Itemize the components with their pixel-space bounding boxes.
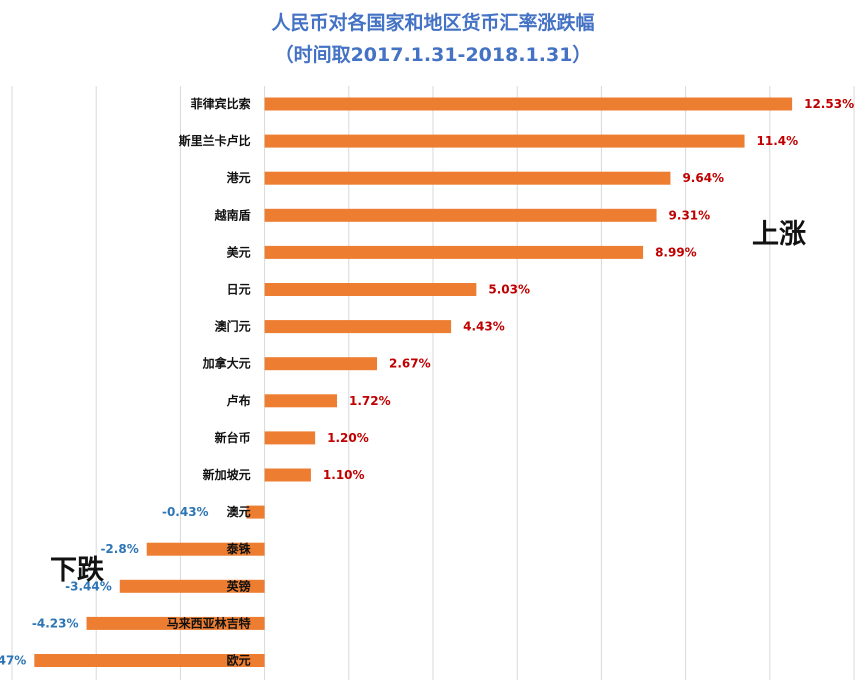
bar xyxy=(264,394,338,408)
bar xyxy=(264,97,793,111)
bars xyxy=(34,97,793,667)
data-label: 9.64% xyxy=(682,171,724,185)
bar xyxy=(119,579,265,593)
category-label: 泰铢 xyxy=(226,541,252,556)
data-label: 1.10% xyxy=(323,468,365,482)
bar xyxy=(264,171,671,185)
category-label: 港元 xyxy=(227,170,251,185)
data-label: 1.72% xyxy=(349,394,391,408)
bar xyxy=(146,542,265,556)
bar xyxy=(264,283,477,296)
bar xyxy=(264,208,657,222)
category-label: 加拿大元 xyxy=(202,356,251,371)
data-label: 9.31% xyxy=(669,208,711,222)
data-label: 8.99% xyxy=(655,245,697,259)
annotation-down: 下跌 xyxy=(50,555,104,586)
bar xyxy=(86,616,265,630)
category-label: 英镑 xyxy=(227,578,251,593)
chart-subtitle: （时间取2017.1.31-2018.1.31） xyxy=(274,44,592,66)
category-label: 日元 xyxy=(227,283,251,297)
bar xyxy=(264,431,316,445)
data-label: -4.23% xyxy=(32,616,79,630)
data-label: 11.4% xyxy=(757,134,799,148)
data-label: 5.03% xyxy=(488,283,530,297)
bar xyxy=(264,134,745,148)
bar xyxy=(264,468,311,482)
category-label: 斯里兰卡卢比 xyxy=(179,133,251,148)
bar xyxy=(264,245,644,259)
value-labels: 12.53% 11.4% 9.64% 9.31% 8.99% 5.03% 4.43% 2.67… xyxy=(0,97,854,668)
bar xyxy=(264,320,452,334)
data-label: 2.67% xyxy=(389,357,431,371)
bar xyxy=(264,357,378,371)
data-label: -0.43% xyxy=(162,505,209,519)
gridlines xyxy=(11,86,855,680)
data-label: 12.53% xyxy=(804,97,854,111)
category-labels: 菲律宾比索斯里兰卡卢比港元越南盾美元日元澳门元加拿大元卢布新台币新加坡元澳元泰铢… xyxy=(167,96,252,668)
data-label: -2.8% xyxy=(100,542,138,556)
category-label: 卢布 xyxy=(227,393,251,408)
category-label: 马来西亚林吉特 xyxy=(167,615,251,630)
category-label: 欧元 xyxy=(227,653,251,668)
data-label: 4.43% xyxy=(463,320,505,334)
bar xyxy=(34,654,265,667)
bar xyxy=(246,505,265,519)
category-label: 新加坡元 xyxy=(203,467,251,482)
chart-title: 人民币对各国家和地区货币汇率涨跌幅 xyxy=(271,12,595,34)
category-label: 越南盾 xyxy=(214,207,251,222)
data-label: 1.20% xyxy=(327,431,369,445)
category-label: 菲律宾比索 xyxy=(191,96,251,111)
data-label: -3.44% xyxy=(65,579,112,593)
category-label: 澳门元 xyxy=(215,319,251,334)
category-label: 澳元 xyxy=(227,504,251,519)
category-label: 新台币 xyxy=(215,430,251,445)
category-label: 美元 xyxy=(227,244,251,259)
annotation-up: 上涨 xyxy=(752,219,806,250)
data-label: -5.47% xyxy=(0,654,26,668)
